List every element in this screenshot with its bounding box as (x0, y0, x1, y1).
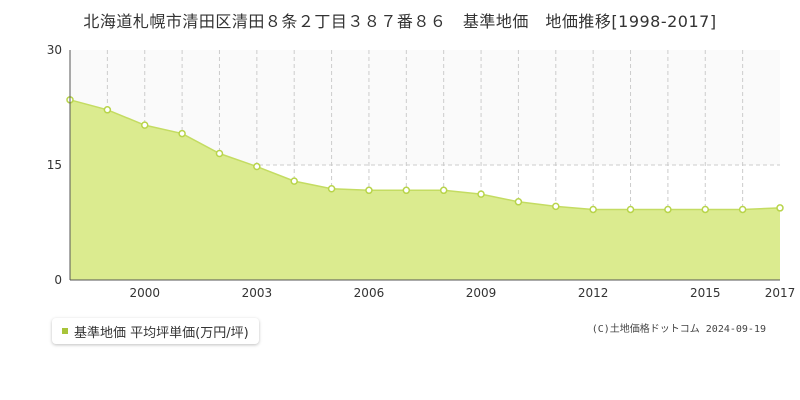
x-tick-label: 2012 (578, 286, 609, 300)
data-point (253, 162, 261, 171)
x-tick-label: 2017 (765, 286, 796, 300)
y-tick-label: 30 (47, 43, 62, 57)
data-point (776, 204, 784, 212)
copyright-text: (C)土地価格ドットコム 2024-09-19 (591, 324, 766, 335)
series-layer (66, 96, 784, 280)
data-point (664, 205, 672, 214)
data-point (327, 185, 336, 193)
data-point (626, 205, 635, 214)
series-area (70, 99, 780, 280)
y-tick-label: 0 (54, 273, 62, 287)
x-tick-label: 2006 (354, 286, 385, 300)
x-tick-label: 2015 (690, 286, 721, 300)
data-point (514, 198, 523, 206)
data-point (552, 202, 560, 211)
data-point (477, 190, 485, 198)
data-point (589, 205, 597, 214)
legend-label: 基準地価 平均坪単価(万円/坪) (74, 325, 249, 341)
legend-swatch (62, 328, 68, 334)
x-tick-label: 2009 (466, 286, 497, 300)
data-point (215, 149, 224, 158)
x-tick-label: 2000 (129, 286, 160, 300)
data-point (178, 129, 186, 138)
tick-labels: 0 15 30 2000 2003 2006 2009 2012 2015 2017 (47, 43, 796, 300)
data-point (140, 121, 149, 129)
data-point (402, 186, 411, 195)
series-line (69, 99, 781, 211)
data-point (290, 177, 298, 185)
chart-title: 北海道札幌市清田区清田８条２丁目３８７番８６ 基準地価 地価推移[1998-20… (83, 12, 717, 31)
y-tick-label: 15 (47, 158, 62, 172)
legend: 基準地価 平均坪単価(万円/坪) (52, 318, 259, 344)
data-point (103, 106, 112, 114)
x-tick-label: 2003 (242, 286, 273, 300)
data-point (738, 205, 747, 214)
data-point (701, 205, 710, 214)
data-point (439, 186, 448, 195)
data-point (365, 186, 373, 195)
axes (69, 50, 780, 281)
